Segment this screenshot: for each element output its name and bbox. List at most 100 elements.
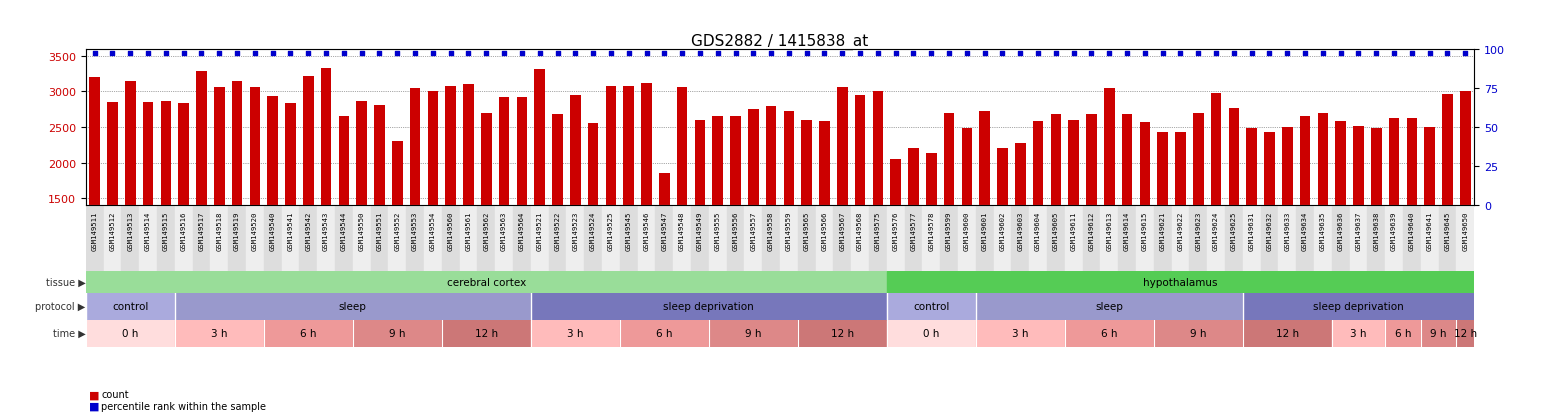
Point [420,50,446,57]
Text: GSM149552: GSM149552 [395,211,401,250]
Point [1204,50,1229,57]
Bar [922,206,941,272]
Bar [1225,206,1243,272]
Point [225,50,250,57]
Text: GSM149605: GSM149605 [1053,211,1059,250]
Text: GSM149550: GSM149550 [359,211,365,250]
Bar [1318,114,1328,206]
Text: hypothalamus: hypothalamus [1143,278,1218,287]
Bar [727,206,744,272]
Bar [211,206,228,272]
Text: GSM149645: GSM149645 [1445,211,1451,250]
Point [1008,50,1033,57]
Text: GSM149625: GSM149625 [1231,211,1237,250]
Bar [1086,115,1097,206]
Bar [566,206,583,272]
Bar [1388,119,1399,206]
Point [456,50,480,57]
Text: GSM149612: GSM149612 [1089,211,1095,250]
Bar [927,154,936,206]
Bar [677,88,688,206]
Text: GSM149517: GSM149517 [198,211,204,250]
Text: GSM149621: GSM149621 [1159,211,1165,250]
Bar [1457,206,1474,272]
Point [563,50,588,57]
Point [438,50,463,57]
Bar [1136,206,1154,272]
Point [1186,50,1211,57]
Text: sleep deprivation: sleep deprivation [1314,301,1404,311]
Bar [977,293,1243,320]
Bar [833,206,852,272]
Bar [1421,320,1457,347]
Bar [303,76,314,206]
Bar [477,206,495,272]
Bar [797,206,816,272]
Text: 12 h: 12 h [831,328,853,338]
Text: GSM149565: GSM149565 [803,211,810,250]
Bar [89,78,100,206]
Text: GSM149511: GSM149511 [92,211,98,250]
Bar [513,206,530,272]
Point [296,50,321,57]
Point [669,50,694,57]
Bar [178,104,189,206]
Point [955,50,980,57]
Bar [905,206,922,272]
Point [1097,50,1122,57]
Text: GSM149561: GSM149561 [465,211,471,250]
Bar [495,206,513,272]
Point [1221,50,1246,57]
Text: GSM149640: GSM149640 [1409,211,1415,250]
Point [991,50,1016,57]
Text: GSM149614: GSM149614 [1125,211,1129,250]
Bar [619,320,708,347]
Bar [139,206,158,272]
Bar [1243,293,1474,320]
Point [758,50,783,57]
Text: 3 h: 3 h [211,328,228,338]
Text: ■: ■ [89,389,100,399]
Bar [977,206,994,272]
Bar [192,206,211,272]
Bar [1243,206,1260,272]
Bar [1207,206,1225,272]
Bar [763,206,780,272]
Bar [855,96,866,206]
Bar [624,86,633,206]
Bar [86,272,886,293]
Point [599,50,624,57]
Bar [691,206,708,272]
Bar [994,206,1011,272]
Bar [1069,121,1080,206]
Bar [424,206,441,272]
Bar [1100,206,1119,272]
Point [813,50,838,57]
Bar [1264,133,1275,206]
Bar [941,206,958,272]
Point [1114,50,1139,57]
Bar [282,206,300,272]
Text: GSM149601: GSM149601 [981,211,987,250]
Bar [708,320,797,347]
Text: sleep: sleep [339,301,367,311]
Point [1133,50,1158,57]
Bar [1016,143,1025,206]
Text: GSM149634: GSM149634 [1303,211,1309,250]
Text: GSM149521: GSM149521 [537,211,543,250]
Bar [463,85,474,206]
Text: GSM149575: GSM149575 [875,211,881,250]
Bar [1030,206,1047,272]
Text: GSM149516: GSM149516 [181,211,187,250]
Text: GSM149568: GSM149568 [856,211,863,250]
Text: GSM149566: GSM149566 [822,211,827,250]
Text: GSM149624: GSM149624 [1214,211,1218,250]
Bar [780,206,797,272]
Bar [816,206,833,272]
Bar [872,92,883,206]
Bar [588,123,599,206]
Text: sleep deprivation: sleep deprivation [663,301,753,311]
Point [866,50,891,57]
Text: percentile rank within the sample: percentile rank within the sample [101,401,267,411]
Point [1168,50,1193,57]
